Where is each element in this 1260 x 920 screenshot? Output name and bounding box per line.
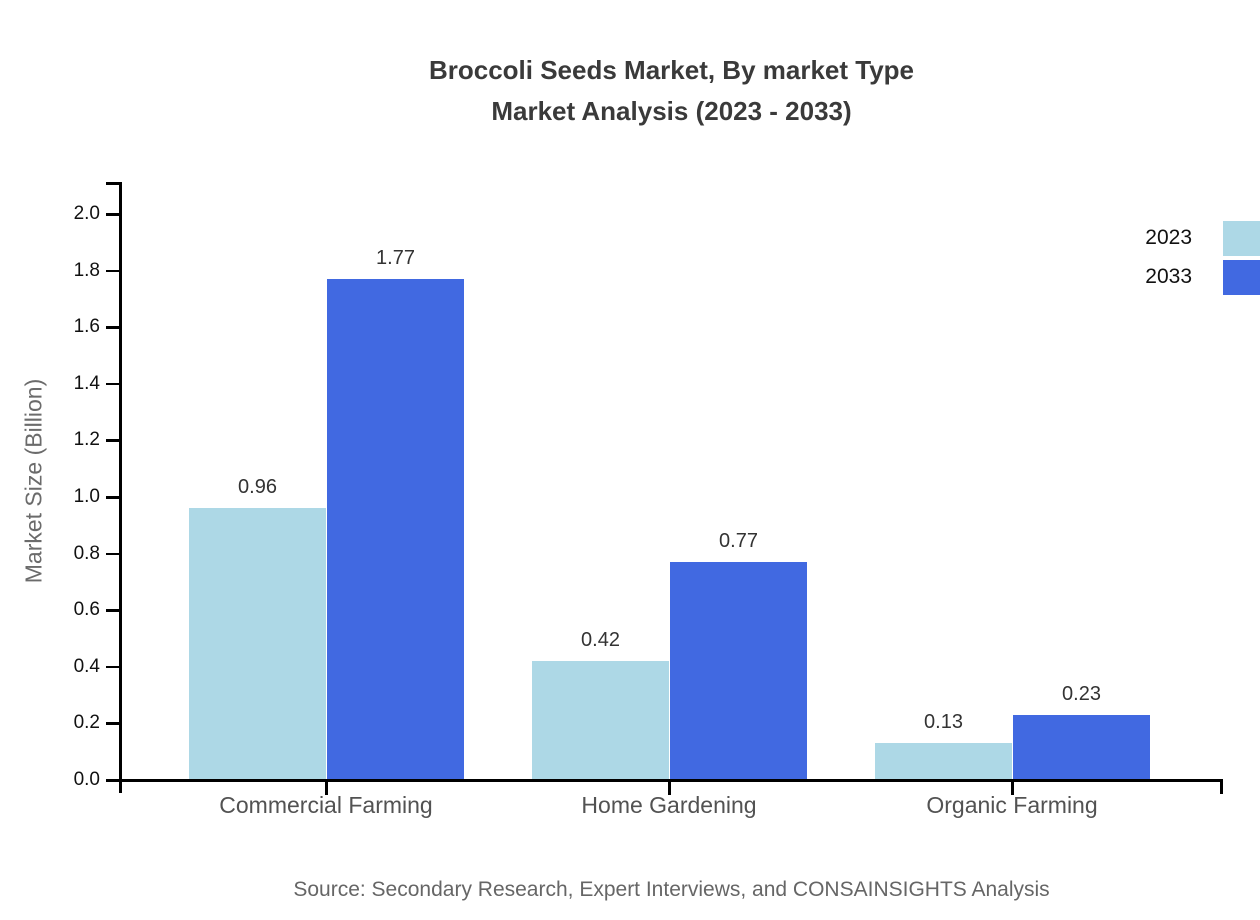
chart-title: Broccoli Seeds Market, By market Type Ma… (121, 50, 1222, 132)
bar (327, 279, 464, 780)
y-tick (106, 779, 120, 782)
y-tick (106, 722, 120, 725)
bar-value-label: 0.13 (924, 711, 963, 733)
source-text: Source: Secondary Research, Expert Inter… (293, 878, 1050, 901)
y-tick (106, 382, 120, 386)
y-tick-label: 0.8 (73, 542, 100, 564)
bar (875, 743, 1012, 780)
category-label: Home Gardening (581, 792, 757, 818)
bar-value-label: 0.96 (238, 476, 277, 498)
y-tick-label: 1.8 (73, 259, 100, 281)
y-tick-label: 1.0 (73, 486, 100, 507)
bar (532, 661, 669, 780)
y-axis-top-cap (106, 182, 120, 185)
bar-value-label: 1.77 (376, 247, 415, 269)
legend-item: 2033 (1145, 259, 1260, 295)
x-tick (1011, 781, 1014, 795)
y-tick-label: 1.2 (73, 429, 100, 451)
chart-title-line2: Market Analysis (2023 - 2033) (491, 96, 852, 126)
bar (670, 562, 807, 780)
bar (1013, 715, 1150, 780)
legend-swatch (1223, 259, 1260, 295)
y-tick (106, 552, 120, 556)
y-tick (106, 665, 120, 669)
x-tick (668, 781, 671, 795)
x-tick (325, 781, 328, 795)
chart-title-line1: Broccoli Seeds Market, By market Type (428, 55, 915, 85)
y-axis-line (119, 182, 122, 793)
y-tick-label: 0.4 (73, 655, 100, 677)
bar-value-label: 0.42 (581, 629, 620, 651)
bar-value-label: 0.77 (719, 530, 758, 552)
legend-label: 2033 (1145, 265, 1192, 288)
y-tick-label: 2.0 (73, 203, 100, 224)
legend-label: 2023 (1145, 226, 1192, 249)
bar (189, 508, 326, 780)
y-tick-label: 0.2 (73, 712, 100, 734)
y-tick (106, 609, 120, 612)
category-label: Commercial Farming (219, 792, 433, 818)
legend-item: 2023 (1145, 220, 1260, 256)
y-tick-label: 0.6 (73, 599, 100, 621)
y-tick-label: 1.4 (73, 372, 100, 394)
y-tick (106, 326, 120, 329)
category-label: Organic Farming (926, 792, 1098, 818)
y-tick (106, 269, 120, 273)
y-tick-label: 0.0 (73, 769, 100, 790)
y-tick-label: 1.6 (73, 316, 100, 338)
bar-value-label: 0.23 (1062, 683, 1101, 705)
y-tick (106, 213, 120, 216)
y-tick (106, 496, 120, 499)
x-axis-line (108, 779, 1222, 782)
x-axis-end-cap (1220, 779, 1223, 794)
y-tick (106, 439, 120, 442)
legend-swatch (1223, 220, 1260, 256)
